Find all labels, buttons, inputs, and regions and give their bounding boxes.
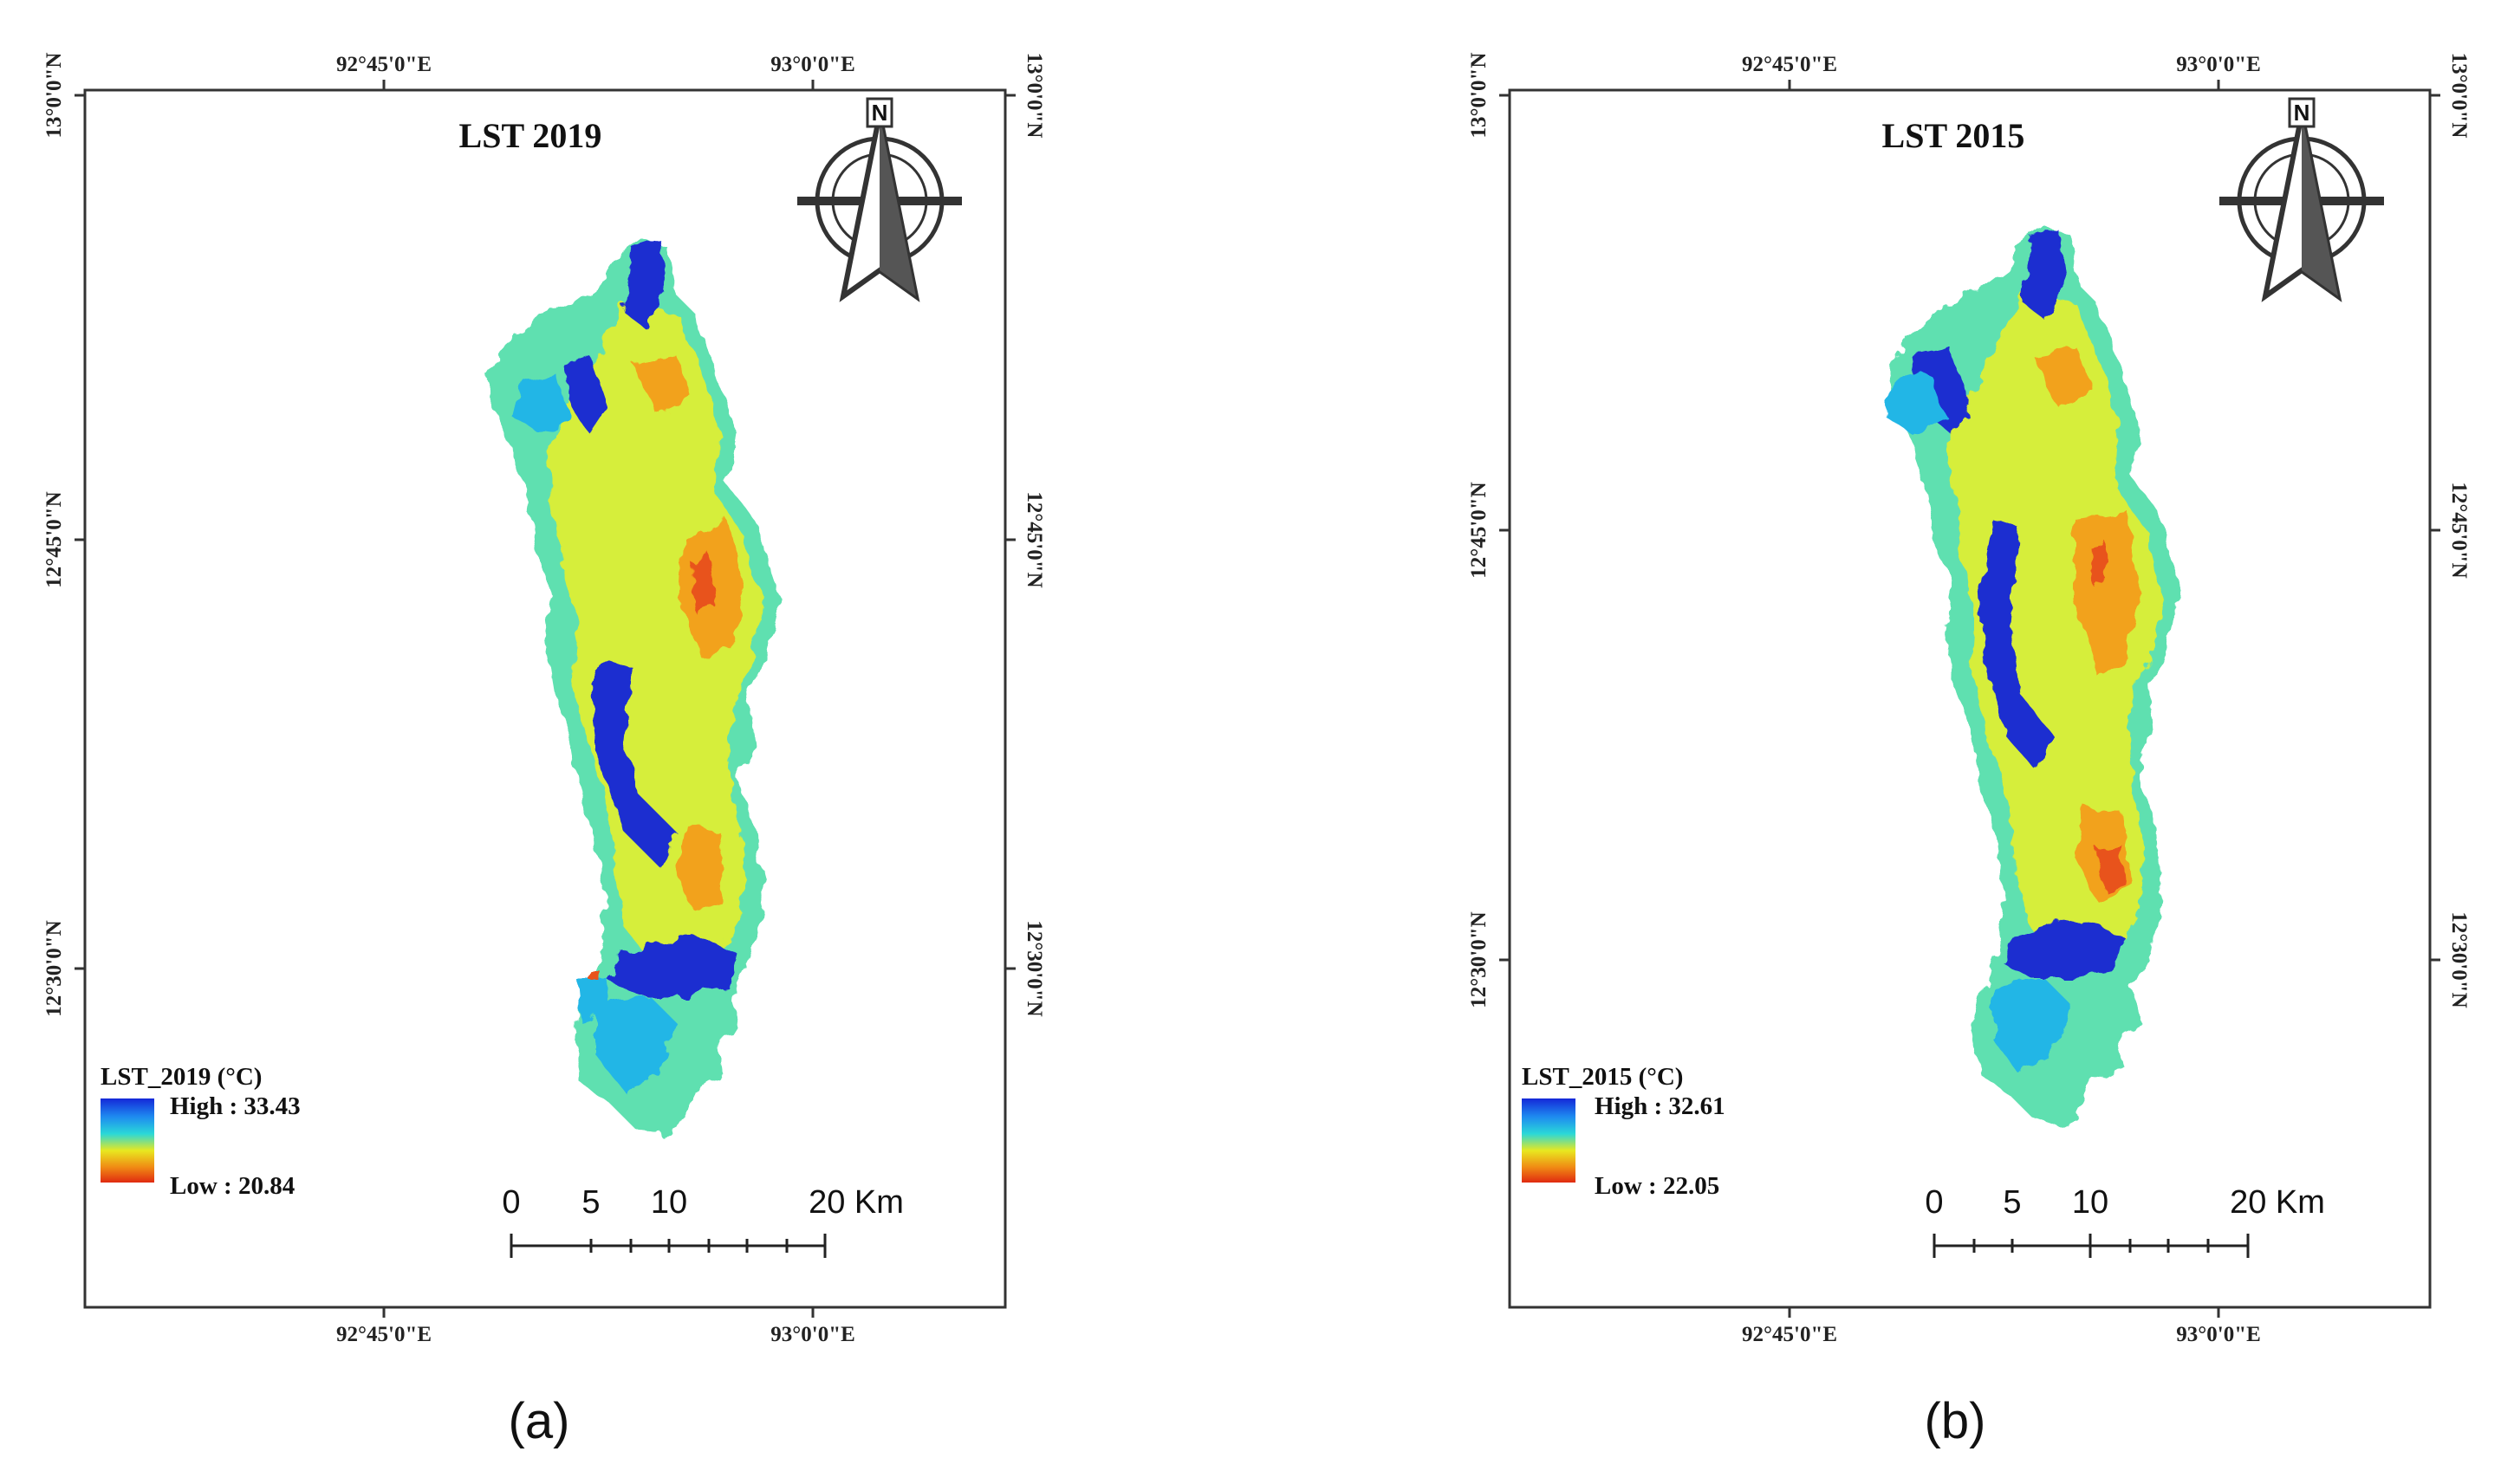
tick-marks: [1499, 80, 2440, 1318]
scale-label: 20 Km: [2230, 1184, 2325, 1221]
island-lst-raster: [1885, 227, 2179, 1126]
legend-low: Low : 20.84: [170, 1172, 295, 1200]
legend-gradient: [101, 1098, 154, 1183]
north-letter: N: [2294, 100, 2310, 126]
top-tick-marks: [75, 80, 1016, 1318]
right-tick-label: 12°30'0"N: [2447, 911, 2471, 1008]
bottom-tick-label: 92°45'0"E: [1742, 1323, 1837, 1346]
scale-bar: 0 5 10 20 Km: [502, 1184, 904, 1258]
right-tick-label: 12°30'0"N: [1023, 920, 1046, 1016]
legend: LST_2019 (°C) High : 33.43 Low : 20.84: [101, 1063, 301, 1200]
right-tick-label: 13°0'0"N: [1023, 53, 1046, 139]
left-tick-label: 12°45'0"N: [1467, 482, 1491, 578]
scale-label: 5: [2003, 1184, 2021, 1221]
legend-title: LST_2015 (°C): [1522, 1063, 1683, 1091]
scale-label: 5: [581, 1184, 600, 1221]
north-arrow-icon: N: [2219, 97, 2384, 302]
north-arrow-icon: N: [797, 97, 962, 302]
map-title: LST 2019: [459, 116, 602, 155]
top-tick-label: 92°45'0"E: [336, 53, 432, 76]
scale-label: 20 Km: [809, 1184, 904, 1221]
scale-label: 0: [1925, 1184, 1943, 1221]
left-tick-label: 12°45'0"N: [42, 491, 66, 587]
legend: LST_2015 (°C) High : 32.61 Low : 22.05: [1522, 1063, 1725, 1200]
right-tick-label: 13°0'0"N: [2447, 53, 2471, 139]
legend-gradient: [1522, 1098, 1575, 1183]
right-tick-label: 12°45'0"N: [2447, 482, 2471, 578]
panel-b: 92°45'0"E 93°0'0"E 92°45'0"E 93°0'0"E 13…: [1467, 53, 2471, 1449]
scale-label: 0: [502, 1184, 520, 1221]
left-tick-label: 12°30'0"N: [42, 920, 66, 1016]
north-letter: N: [872, 100, 888, 126]
left-tick-label: 13°0'0"N: [1467, 53, 1491, 139]
legend-high: High : 32.61: [1595, 1092, 1725, 1120]
top-tick-label: 93°0'0"E: [770, 53, 855, 76]
left-tick-label: 13°0'0"N: [42, 53, 66, 139]
panel-a: 92°45'0"E 93°0'0"E 92°45'0"E 93°0'0"E 13…: [42, 53, 1046, 1449]
scale-bar: 0 5 10 20 Km: [1925, 1184, 2325, 1258]
bottom-tick-label: 92°45'0"E: [336, 1323, 432, 1346]
bottom-tick-label: 93°0'0"E: [2176, 1323, 2261, 1346]
bottom-tick-label: 93°0'0"E: [770, 1323, 855, 1346]
scale-label: 10: [2072, 1184, 2108, 1221]
panel-caption: (a): [509, 1393, 570, 1449]
panel-caption: (b): [1925, 1393, 1986, 1449]
right-tick-label: 12°45'0"N: [1023, 491, 1046, 587]
map-title: LST 2015: [1882, 116, 2025, 155]
legend-title: LST_2019 (°C): [101, 1063, 262, 1091]
scale-label: 10: [651, 1184, 687, 1221]
legend-high: High : 33.43: [170, 1092, 301, 1120]
top-tick-label: 92°45'0"E: [1742, 53, 1837, 76]
island-lst-raster: [485, 238, 780, 1135]
legend-low: Low : 22.05: [1595, 1172, 1719, 1200]
top-tick-label: 93°0'0"E: [2176, 53, 2261, 76]
left-tick-label: 12°30'0"N: [1467, 911, 1491, 1008]
